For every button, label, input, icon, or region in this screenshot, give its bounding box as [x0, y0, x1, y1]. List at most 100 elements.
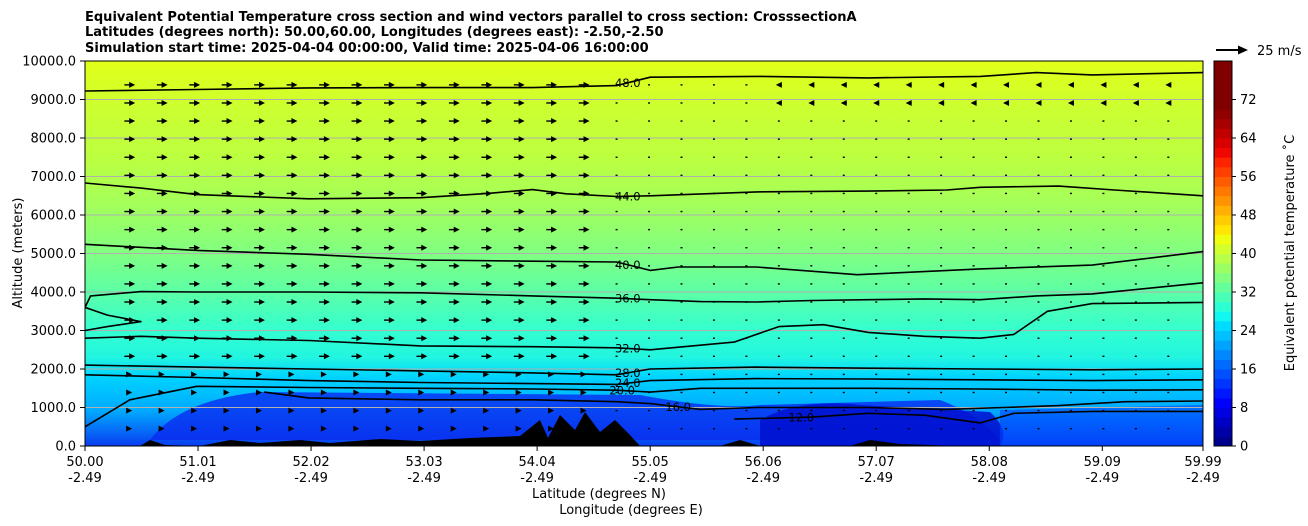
- wind-vector-head: [551, 136, 558, 143]
- wind-vector-head: [583, 118, 590, 125]
- wind-vector-head: [291, 172, 298, 179]
- wind-vector-head: [453, 280, 460, 287]
- contour-line-32: [85, 301, 1203, 351]
- wind-vector-head: [453, 317, 460, 324]
- x-tick-label-lat: 53.03: [405, 455, 442, 470]
- wind-vector-head: [515, 407, 522, 414]
- wind-vector-head: [194, 118, 201, 125]
- wind-vector-head: [905, 81, 912, 88]
- wind-vector-head: [194, 244, 201, 251]
- contour-lines: 48.0 44.0 40.0 36.0 32.0 28.024.020.0 16.0 12.0: [85, 71, 1203, 428]
- y-tick-label: 2000.0: [31, 363, 77, 378]
- wind-vector-head: [194, 226, 201, 233]
- wind-vector-head: [388, 154, 395, 161]
- wind-vector-head: [129, 353, 136, 360]
- colorbar-tick-label: 24: [1240, 324, 1257, 339]
- y-tick-label: 7000.0: [31, 170, 77, 185]
- wind-vector-head: [453, 136, 460, 143]
- wind-vector-head: [194, 280, 201, 287]
- wind-vector-head: [323, 154, 330, 161]
- wind-vector-head: [226, 190, 233, 197]
- x-axis: 50.00-2.4951.01-2.4952.02-2.4953.03-2.49…: [66, 446, 1222, 486]
- wind-vector-head: [486, 118, 493, 125]
- wind-vector-head: [548, 425, 555, 432]
- wind-vector-head: [453, 335, 460, 342]
- wind-vector-head: [158, 407, 165, 414]
- wind-vector-head: [873, 81, 880, 88]
- wind-vector-head: [483, 371, 490, 378]
- wind-vector-head: [453, 99, 460, 106]
- wind-vector-head: [421, 280, 428, 287]
- wind-vector-head: [808, 81, 815, 88]
- wind-vector-head: [486, 99, 493, 106]
- colorbar-band: [1214, 292, 1232, 303]
- wind-vector-head: [356, 81, 363, 88]
- wind-vector-head: [486, 226, 493, 233]
- wind-vector-head: [291, 244, 298, 251]
- contour-line-48: [85, 71, 1203, 92]
- colorbar-band: [1214, 378, 1232, 389]
- wind-vector-head: [226, 136, 233, 143]
- wind-vector-head: [551, 208, 558, 215]
- wind-vector-head: [255, 425, 262, 432]
- contour-line-28: [85, 364, 1203, 376]
- wind-vector-head: [194, 335, 201, 342]
- colorbar-label: Equivalent potential temperature ˚C: [1282, 135, 1298, 371]
- wind-vector-head: [223, 407, 230, 414]
- wind-vector-head: [388, 99, 395, 106]
- y-tick-label: 9000.0: [31, 93, 77, 108]
- contour-label: 20.0: [609, 383, 635, 397]
- wind-vector-head: [223, 425, 230, 432]
- wind-vector-head: [161, 280, 168, 287]
- x-tick-label-lat: 55.05: [632, 455, 669, 470]
- wind-vector-head: [353, 389, 360, 396]
- colorbar-band: [1214, 311, 1232, 322]
- wind-vector-head: [323, 317, 330, 324]
- wind-vector-head: [226, 317, 233, 324]
- wind-vector-head: [551, 299, 558, 306]
- contour-line-16: [263, 391, 1203, 411]
- wind-vector-head: [353, 371, 360, 378]
- wind-vector-head: [453, 226, 460, 233]
- wind-vector-head: [129, 172, 136, 179]
- wind-vector-head: [453, 190, 460, 197]
- wind-vector-head: [226, 335, 233, 342]
- wind-vector-head: [226, 226, 233, 233]
- colorbar-band: [1214, 407, 1232, 418]
- colorbar-band: [1214, 109, 1232, 120]
- wind-vector-head: [905, 99, 912, 106]
- contour-line-36: [85, 282, 1203, 332]
- wind-vector-head: [1035, 81, 1042, 88]
- wind-vector-head: [291, 99, 298, 106]
- wind-vector-head: [518, 172, 525, 179]
- y-tick-label: 8000.0: [31, 132, 77, 147]
- contour-line-20: [85, 385, 1203, 428]
- wind-vector-head: [486, 172, 493, 179]
- wind-vector-head: [353, 407, 360, 414]
- wind-vector-head: [129, 154, 136, 161]
- x-tick-label-lon: -2.49: [746, 471, 780, 486]
- wind-vector-head: [1165, 81, 1172, 88]
- wind-vector-head: [483, 425, 490, 432]
- contour-line-24: [85, 374, 1203, 386]
- colorbar-band: [1214, 330, 1232, 341]
- wind-vector-head: [418, 425, 425, 432]
- wind-vector-head: [421, 154, 428, 161]
- wind-vector-head: [129, 118, 136, 125]
- wind-vector-head: [486, 317, 493, 324]
- wind-vector-head: [191, 389, 198, 396]
- wind-vector-head: [129, 317, 136, 324]
- contour-line-12: [734, 410, 1203, 424]
- colorbar-tick-label: 0: [1240, 440, 1248, 455]
- wind-vector-head: [226, 154, 233, 161]
- wind-vector-head: [486, 154, 493, 161]
- wind-vector-head: [385, 371, 392, 378]
- wind-vector-head: [583, 335, 590, 342]
- wind-vector-head: [194, 99, 201, 106]
- wind-vector-head: [161, 208, 168, 215]
- wind-vector-head: [388, 81, 395, 88]
- x-tick-label-lat: 50.00: [66, 455, 103, 470]
- wind-vector-head: [548, 407, 555, 414]
- contour-label: 32.0: [615, 341, 641, 355]
